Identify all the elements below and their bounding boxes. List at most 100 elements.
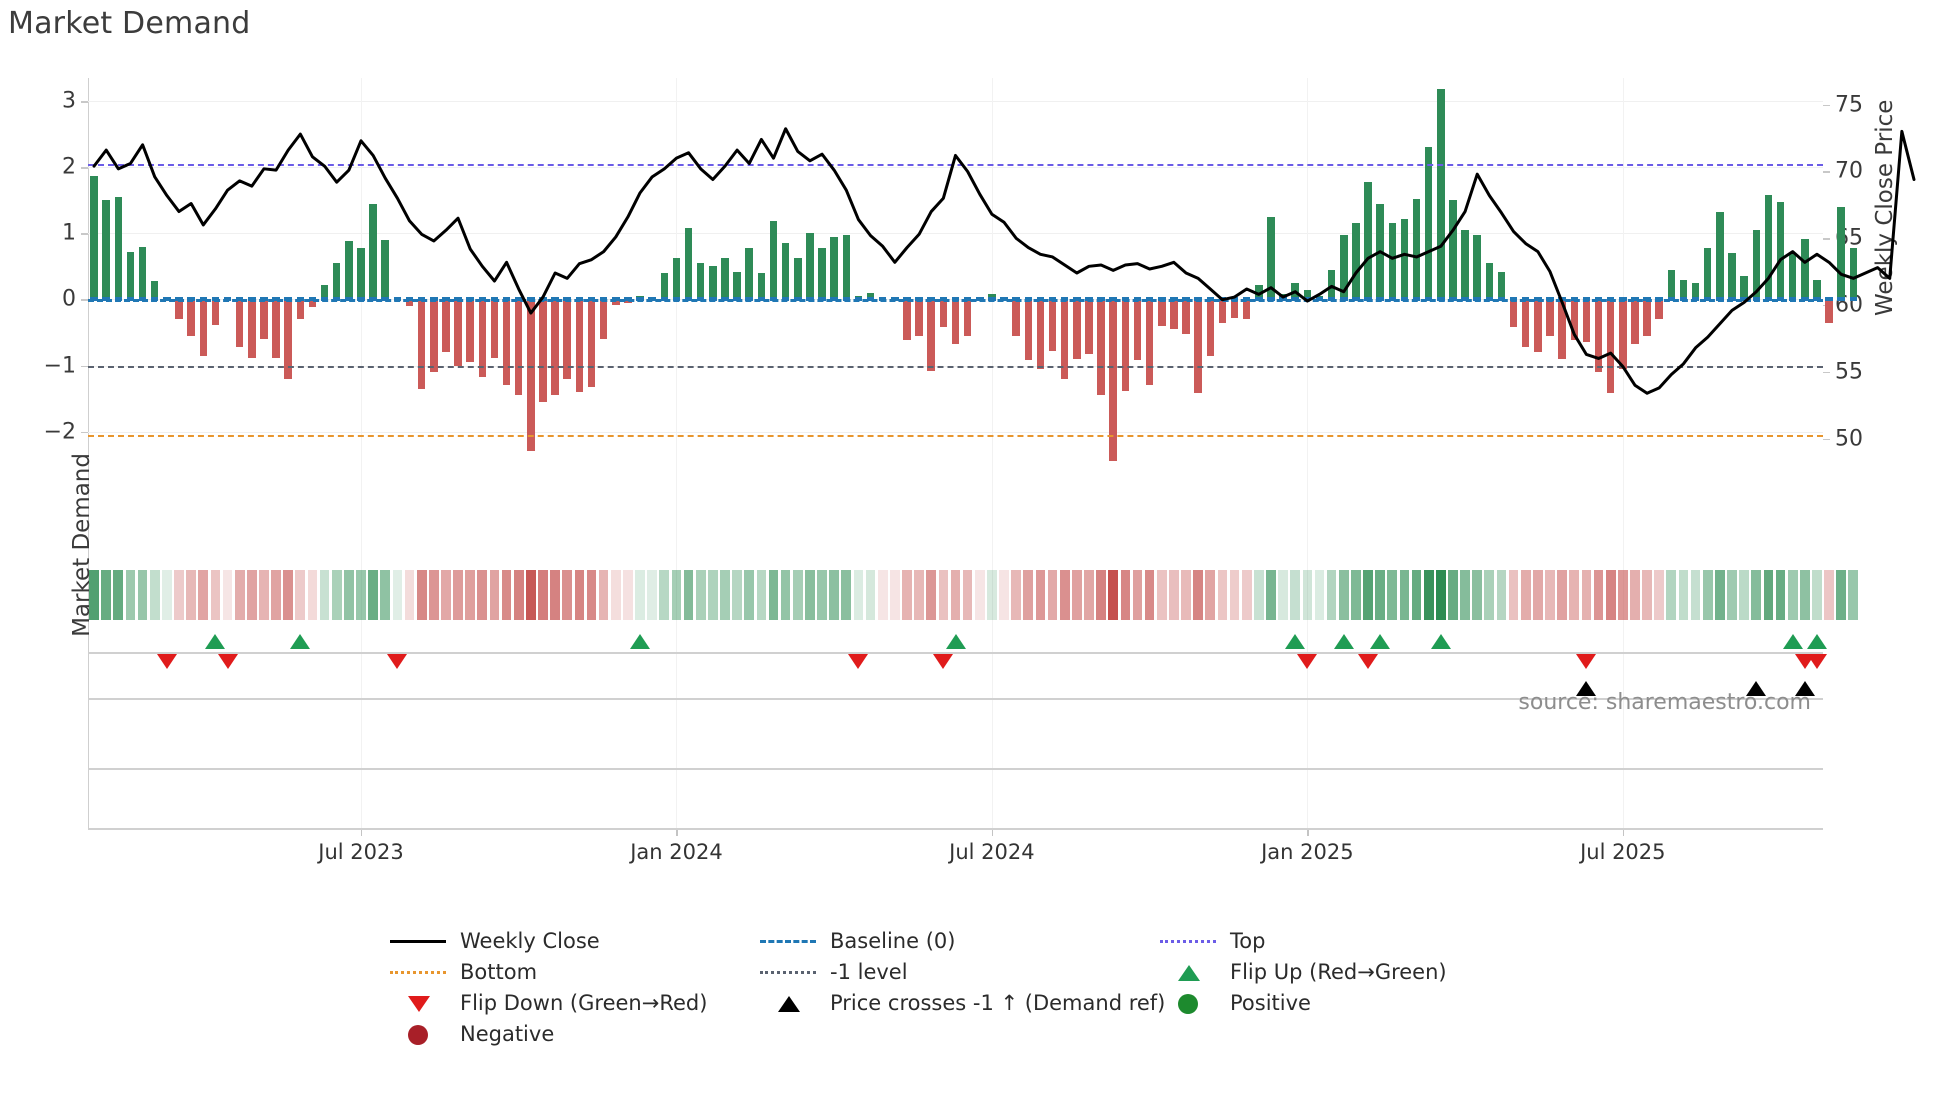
- demand-bar: [1364, 181, 1372, 300]
- flip-up-marker: [1333, 634, 1354, 649]
- strip-cell: [1144, 570, 1155, 620]
- strip-cell: [841, 570, 852, 620]
- demand-bar: [502, 299, 511, 386]
- strip-cell: [889, 570, 900, 620]
- reference-line-baseline-0: [88, 299, 1823, 303]
- demand-bar: [1764, 195, 1773, 300]
- demand-bar: [1679, 279, 1688, 300]
- strip-cell: [1169, 570, 1179, 620]
- legend-item[interactable]: Flip Up (Red→Green): [1160, 960, 1490, 984]
- strip-cell: [950, 570, 961, 620]
- vertical-gridline: [991, 78, 993, 828]
- demand-bar: [709, 266, 717, 300]
- legend-item[interactable]: Negative: [390, 1022, 760, 1046]
- strip-cell: [1205, 570, 1216, 620]
- weekly-close-line: [92, 127, 1916, 395]
- page-title: Market Demand: [8, 6, 251, 41]
- strip-cell: [307, 570, 318, 620]
- strip-cell: [987, 570, 997, 620]
- strip-cell: [259, 570, 269, 620]
- demand-bar: [903, 299, 911, 341]
- demand-bar: [1813, 279, 1821, 300]
- legend-item[interactable]: Baseline (0): [760, 929, 1160, 953]
- strip-cell: [914, 570, 924, 620]
- y-axis-right-tick-label: 55: [1835, 359, 1863, 385]
- legend-item[interactable]: Positive: [1160, 991, 1490, 1015]
- demand-bar: [1594, 299, 1603, 373]
- strip-cell: [489, 570, 500, 620]
- strip-cell: [1836, 570, 1847, 620]
- strip-cell: [210, 570, 221, 620]
- strip-cell: [610, 570, 621, 620]
- demand-bar: [927, 299, 935, 371]
- gridline: [88, 431, 1823, 433]
- legend-item[interactable]: Bottom: [390, 960, 760, 984]
- flip-down-marker: [1576, 654, 1597, 669]
- legend-item[interactable]: -1 level: [760, 960, 1160, 984]
- demand-bar: [951, 299, 960, 345]
- strip-cell: [1593, 570, 1604, 620]
- legend-item[interactable]: Top: [1160, 929, 1490, 953]
- strip-cell: [222, 570, 233, 620]
- strip-cell: [647, 570, 658, 620]
- strip-cell: [829, 570, 840, 620]
- strip-cell: [1557, 570, 1567, 620]
- gridline: [88, 233, 1823, 235]
- demand-bar: [915, 299, 923, 336]
- flip-up-marker: [205, 634, 226, 649]
- strip-cell: [550, 570, 560, 620]
- strip-cell: [1484, 570, 1495, 620]
- legend-item[interactable]: Price crosses -1 ↑ (Demand ref): [760, 991, 1165, 1015]
- demand-bar: [1788, 253, 1797, 300]
- strip-cell: [538, 570, 548, 620]
- demand-bar: [1339, 234, 1348, 300]
- y-axis-right-tick-label: 70: [1835, 158, 1863, 184]
- demand-intensity-strip: [88, 570, 1859, 620]
- demand-bar: [478, 299, 487, 378]
- demand-bar: [1133, 299, 1142, 361]
- legend-label: Bottom: [460, 959, 538, 984]
- demand-bar: [1012, 299, 1020, 336]
- strip-cell: [1229, 570, 1240, 620]
- vertical-gridline: [1307, 78, 1309, 828]
- reference-line-bottom: [88, 434, 1823, 437]
- strip-cell: [380, 570, 391, 620]
- strip-cell: [89, 570, 99, 620]
- demand-bar: [1352, 223, 1360, 300]
- strip-cell: [598, 570, 609, 620]
- demand-bar: [150, 280, 159, 300]
- demand-bar: [1546, 299, 1554, 336]
- demand-bar: [806, 233, 814, 300]
- strip-cell: [1132, 570, 1143, 620]
- legend-item[interactable]: Weekly Close: [390, 929, 760, 953]
- demand-bar: [696, 263, 705, 300]
- demand-bar: [1242, 299, 1251, 320]
- strip-cell: [428, 570, 439, 620]
- strip-cell: [1799, 570, 1810, 620]
- demand-bar: [405, 299, 414, 307]
- demand-bar: [684, 228, 693, 300]
- legend-label: Baseline (0): [830, 928, 956, 953]
- strip-cell: [756, 570, 767, 620]
- y-axis-right-tick-mark: [1823, 171, 1830, 173]
- vertical-gridline: [360, 78, 362, 828]
- x-axis-tick-label: Jan 2025: [1261, 840, 1354, 864]
- strip-cell: [865, 570, 876, 620]
- legend-item[interactable]: Flip Down (Green→Red): [390, 991, 760, 1015]
- dotted-line-icon: [390, 961, 446, 983]
- demand-bar: [818, 247, 826, 300]
- demand-bar: [757, 273, 766, 300]
- flip-up-marker: [1430, 634, 1451, 649]
- x-axis-tick-label: Jan 2024: [630, 840, 723, 864]
- demand-bar: [1849, 247, 1858, 300]
- demand-bar: [1073, 299, 1081, 359]
- demand-bar: [1255, 284, 1263, 300]
- strip-cell: [283, 570, 294, 620]
- strip-cell: [792, 570, 803, 620]
- y-axis-left-tick-label: 2: [62, 154, 76, 180]
- strip-cell: [1071, 570, 1082, 620]
- demand-bar: [1206, 299, 1215, 356]
- demand-bar: [1060, 299, 1069, 379]
- strip-cell: [926, 570, 937, 620]
- demand-bar: [272, 299, 280, 358]
